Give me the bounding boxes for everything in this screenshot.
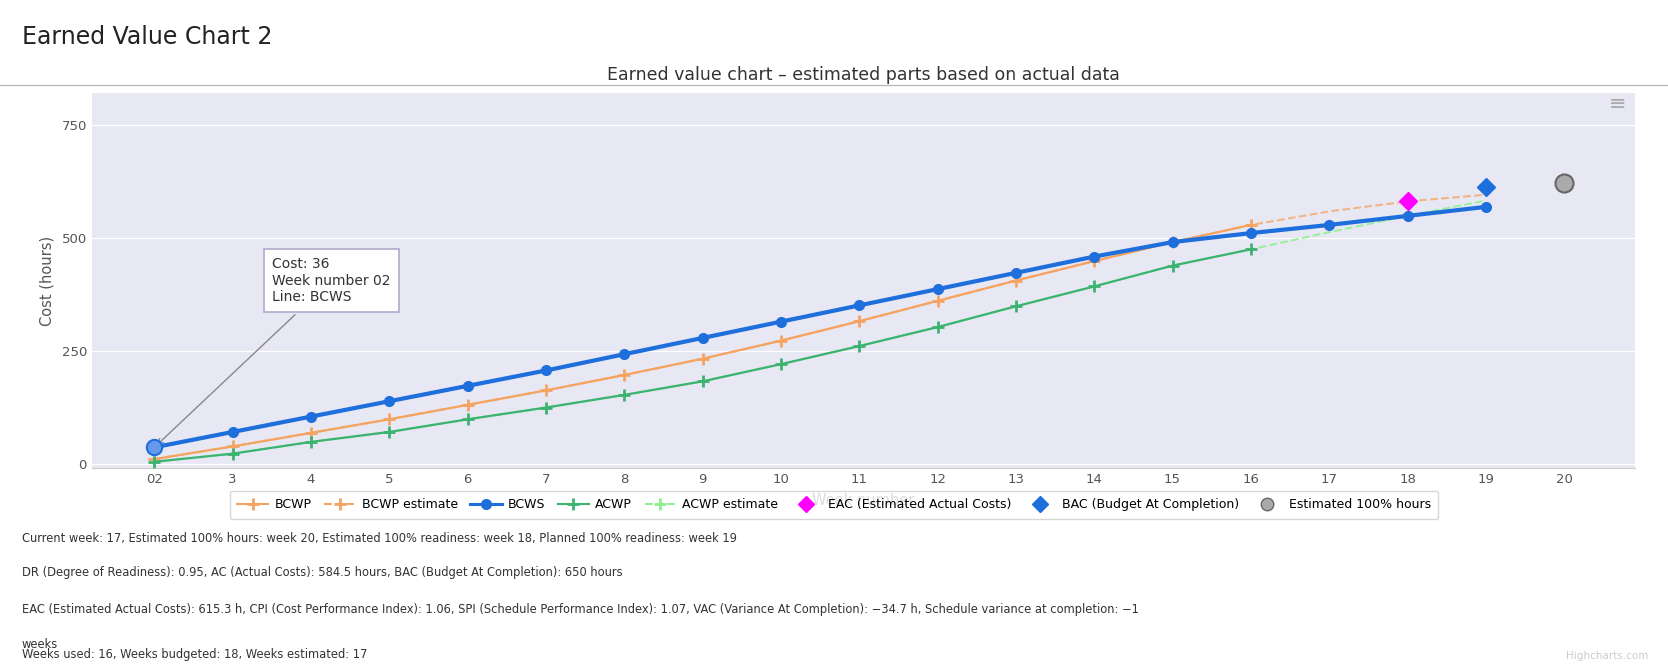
Title: Earned value chart – estimated parts based on actual data: Earned value chart – estimated parts bas… xyxy=(607,66,1119,84)
Text: Weeks used: 16, Weeks budgeted: 18, Weeks estimated: 17: Weeks used: 16, Weeks budgeted: 18, Week… xyxy=(22,648,367,661)
Text: Current week: 17, Estimated 100% hours: week 20, Estimated 100% readiness: week : Current week: 17, Estimated 100% hours: … xyxy=(22,531,737,544)
Text: DR (Degree of Readiness): 0.95, AC (Actual Costs): 584.5 hours, BAC (Budget At C: DR (Degree of Readiness): 0.95, AC (Actu… xyxy=(22,566,622,580)
Text: Cost: 36
Week number 02
Line: BCWS: Cost: 36 Week number 02 Line: BCWS xyxy=(157,258,390,444)
Text: Earned Value Chart 2: Earned Value Chart 2 xyxy=(22,25,272,49)
Y-axis label: Cost (hours): Cost (hours) xyxy=(40,236,55,325)
Text: ≡: ≡ xyxy=(1610,94,1626,114)
X-axis label: Week number: Week number xyxy=(812,493,914,508)
Text: EAC (Estimated Actual Costs): 615.3 h, CPI (Cost Performance Index): 1.06, SPI (: EAC (Estimated Actual Costs): 615.3 h, C… xyxy=(22,603,1139,616)
Text: weeks: weeks xyxy=(22,637,58,651)
Text: Highcharts.com: Highcharts.com xyxy=(1566,651,1648,661)
Legend: BCWP, BCWP estimate, BCWS, ACWP, ACWP estimate, EAC (Estimated Actual Costs), BA: BCWP, BCWP estimate, BCWS, ACWP, ACWP es… xyxy=(230,491,1438,519)
